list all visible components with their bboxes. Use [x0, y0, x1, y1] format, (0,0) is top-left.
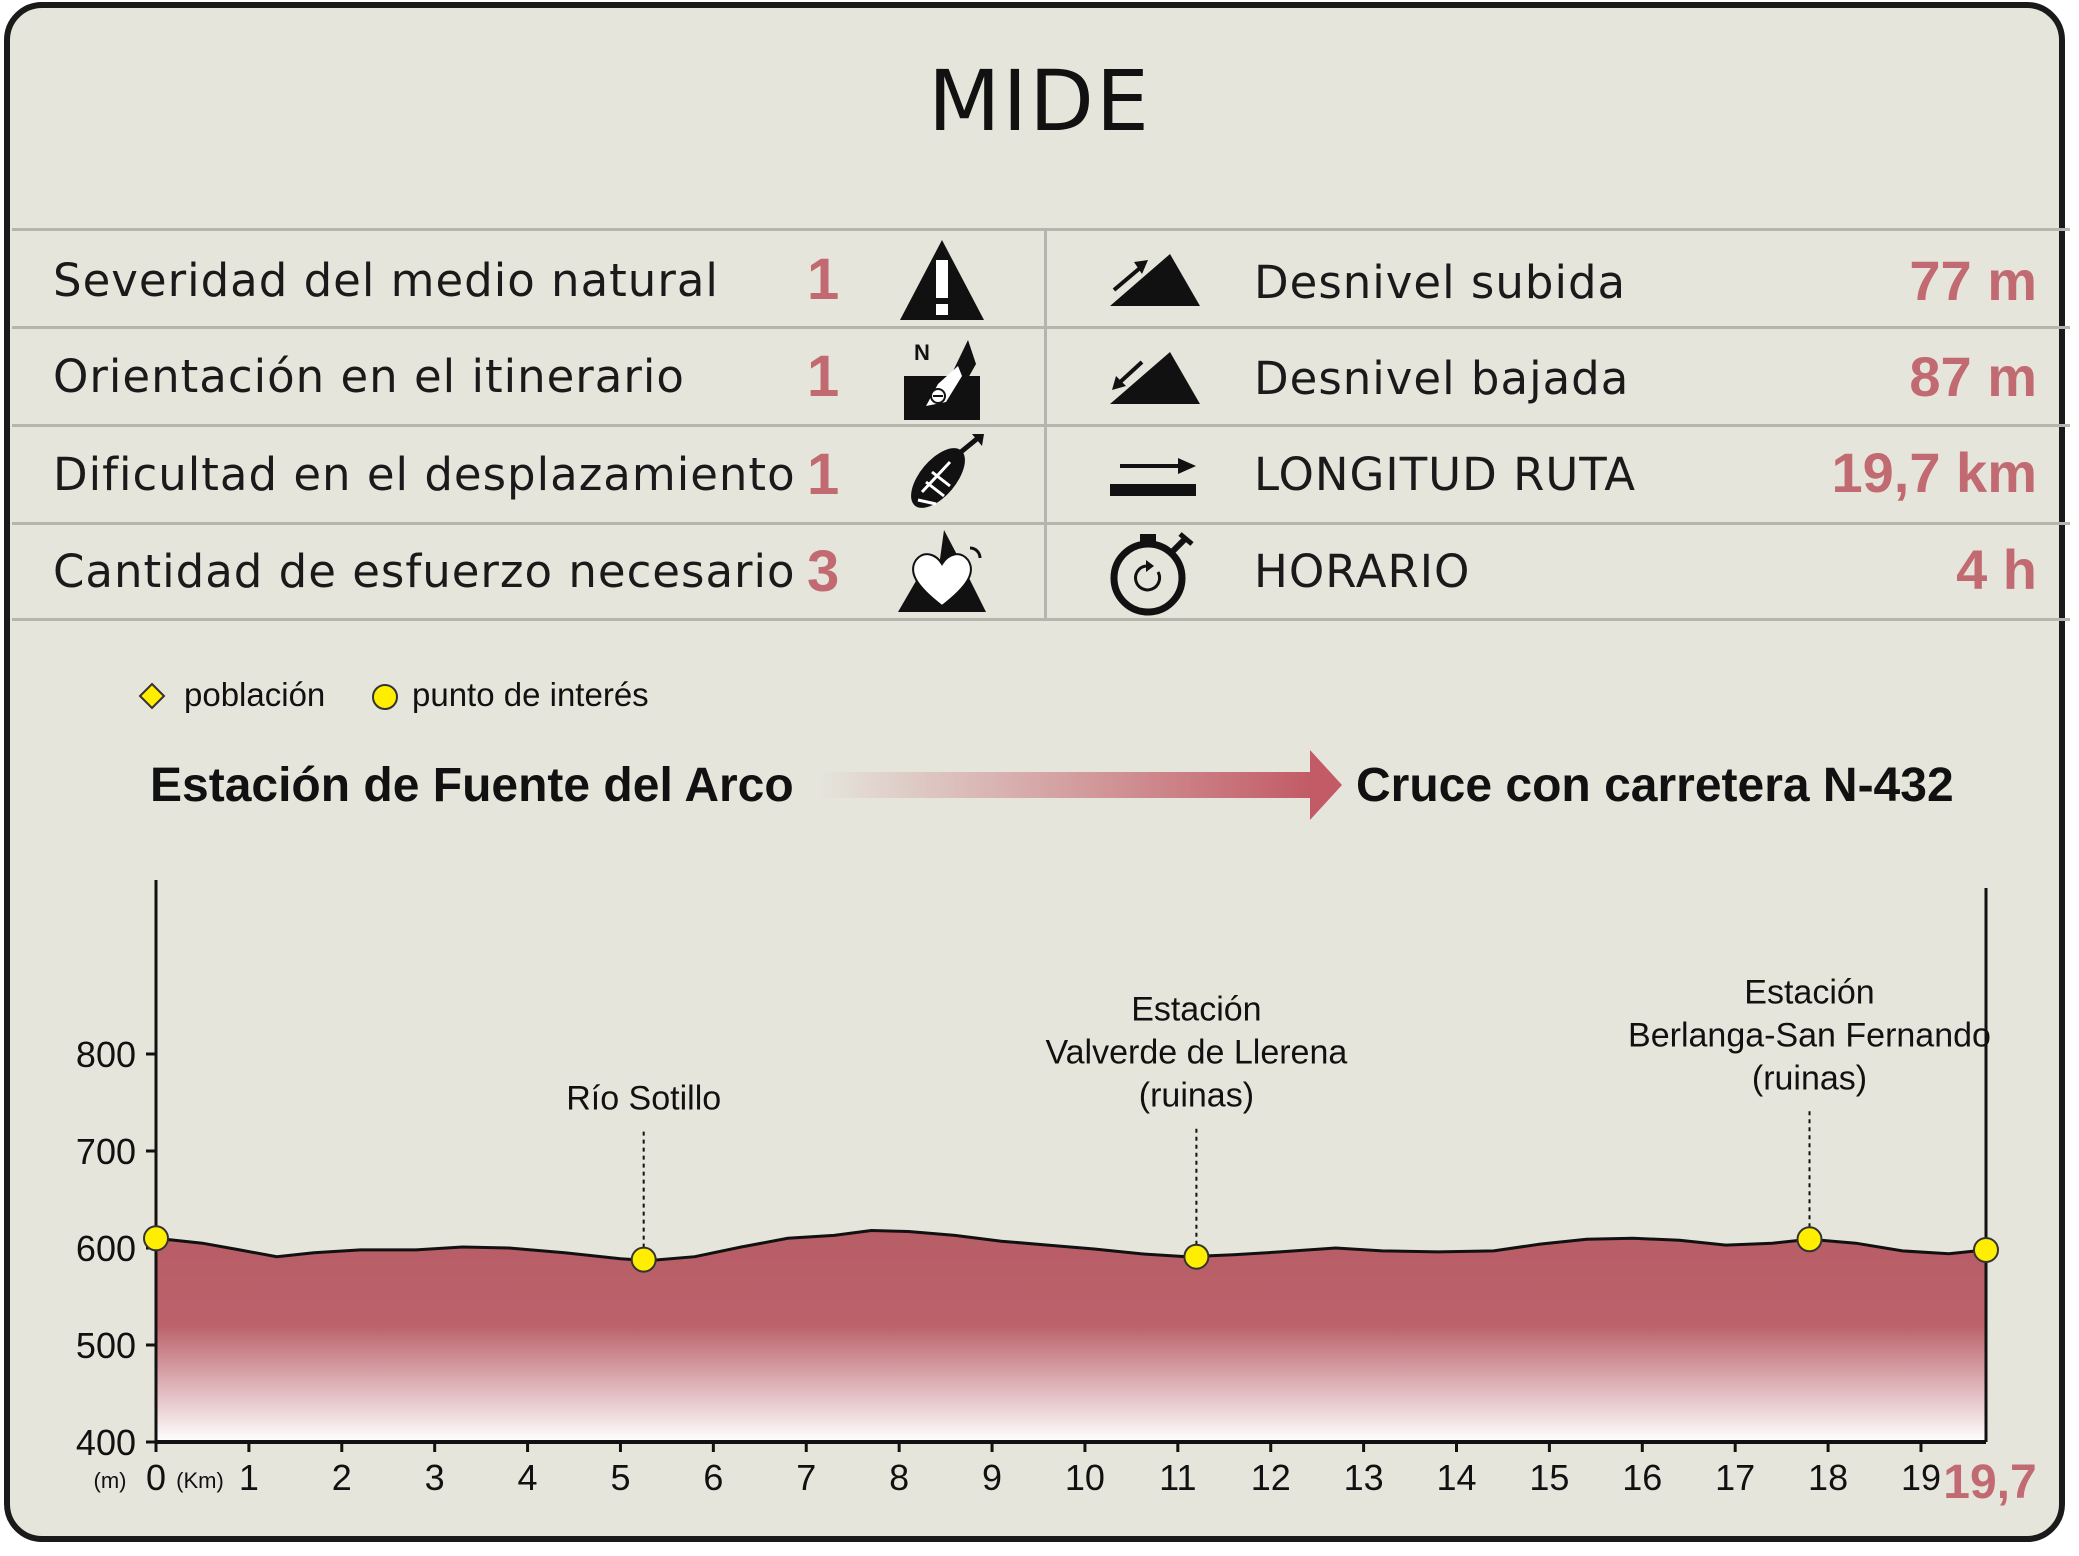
- mide-level-severidad: 1: [807, 247, 840, 312]
- x-tick-label: 3: [425, 1457, 445, 1498]
- x-tick-label: 10: [1065, 1457, 1105, 1498]
- x-tick-label: 18: [1808, 1457, 1848, 1498]
- table-divider: [12, 424, 2070, 427]
- elevation-area: [156, 1230, 1986, 1442]
- ascent-slope-icon: [1110, 254, 1200, 306]
- x-tick-label: 16: [1622, 1457, 1662, 1498]
- route-direction-arrow-head: [1310, 750, 1342, 820]
- warning-mountain-icon: [900, 240, 984, 320]
- heart-effort-icon: [898, 530, 986, 612]
- y-unit-label: (m): [94, 1468, 127, 1493]
- point-of-interest-marker: [1973, 1236, 1999, 1263]
- mide-label-esfuerzo: Cantidad de esfuerzo necesario: [53, 545, 796, 598]
- route-label-bajada: Desnivel bajada: [1254, 352, 1630, 405]
- stopwatch-icon: [1110, 532, 1194, 616]
- route-value-longitud: 19,7 km: [1831, 441, 2038, 504]
- legend-poblacion-label: población: [184, 676, 325, 713]
- x-tick-label: 19: [1901, 1457, 1941, 1498]
- route-value-bajada: 87 m: [1909, 345, 2037, 408]
- marker-label: (ruinas): [1139, 1077, 1254, 1115]
- y-tick-label: 700: [76, 1131, 136, 1172]
- x-tick-label: 13: [1344, 1457, 1384, 1498]
- mide-label-severidad: Severidad del medio natural: [53, 254, 719, 307]
- x-tick-label: 11: [1159, 1457, 1196, 1498]
- marker-label: Estación: [1131, 991, 1261, 1029]
- mide-label-orientacion: Orientación en el itinerario: [53, 350, 685, 403]
- table-divider: [12, 522, 2070, 525]
- x-tick-label: 2: [332, 1457, 352, 1498]
- x-unit-label: (Km): [176, 1468, 224, 1493]
- mide-level-orientacion: 1: [807, 344, 840, 409]
- elevation-line: [155, 1228, 1987, 1263]
- route-value-horario: 4 h: [1956, 538, 2037, 601]
- x-tick-label: 6: [703, 1457, 723, 1498]
- x-tick-label: 17: [1715, 1457, 1755, 1498]
- x-tick-label: 5: [610, 1457, 630, 1498]
- route-label-horario: HORARIO: [1254, 545, 1471, 598]
- y-tick-label: 400: [76, 1422, 136, 1463]
- route-label-subida: Desnivel subida: [1254, 256, 1627, 309]
- footprint-icon: [911, 434, 984, 508]
- y-tick-label: 800: [76, 1034, 136, 1075]
- marker-label: Estación: [1744, 973, 1874, 1011]
- route-label-longitud: LONGITUD RUTA: [1254, 448, 1637, 501]
- marker-label: (ruinas): [1752, 1059, 1867, 1097]
- x-tick-label: 15: [1529, 1457, 1569, 1498]
- point-of-interest-marker: [1183, 1243, 1210, 1270]
- x-end-label: 19,7: [1943, 1456, 2036, 1509]
- x-tick-label: 7: [796, 1457, 816, 1498]
- table-divider: [12, 618, 2070, 621]
- page-title: MIDE: [927, 52, 1151, 150]
- route-end: Cruce con carretera N-432: [1356, 759, 1954, 812]
- x-tick-label: 0: [146, 1457, 166, 1498]
- x-tick-label: 14: [1436, 1457, 1476, 1498]
- point-of-interest-marker: [1796, 1226, 1823, 1253]
- route-direction-arrow-bar: [818, 772, 1312, 798]
- legend-poblacion-diamond: [138, 682, 166, 710]
- table-column-divider: [1044, 228, 1047, 621]
- x-tick-label: 4: [518, 1457, 538, 1498]
- route-start: Estación de Fuente del Arco: [150, 759, 794, 812]
- table-divider: [12, 228, 2070, 231]
- svg-text:N: N: [914, 340, 930, 365]
- distance-arrow-icon: [1110, 458, 1196, 496]
- marker-label: Berlanga-San Fernando: [1628, 1016, 1991, 1054]
- y-tick-label: 600: [76, 1228, 136, 1269]
- point-of-interest-marker: [143, 1225, 169, 1252]
- legend-punto-circle: [372, 684, 398, 710]
- x-tick-label: 9: [982, 1457, 1002, 1498]
- x-tick-label: 8: [889, 1457, 909, 1498]
- marker-label: Valverde de Llerena: [1045, 1034, 1347, 1072]
- mide-label-dificultad: Dificultad en el desplazamiento: [53, 448, 796, 501]
- mide-level-esfuerzo: 3: [807, 539, 840, 604]
- marker-label: Río Sotillo: [566, 1080, 721, 1118]
- x-tick-label: 1: [239, 1457, 259, 1498]
- point-of-interest-marker: [630, 1246, 657, 1273]
- route-value-subida: 77 m: [1909, 249, 2037, 312]
- mide-level-dificultad: 1: [807, 442, 840, 507]
- x-tick-label: 12: [1251, 1457, 1291, 1498]
- compass-orientation-icon: N: [904, 340, 980, 420]
- legend-punto-label: punto de interés: [412, 676, 649, 713]
- descent-slope-icon: [1110, 352, 1200, 404]
- table-divider: [12, 326, 2070, 329]
- y-tick-label: 500: [76, 1325, 136, 1366]
